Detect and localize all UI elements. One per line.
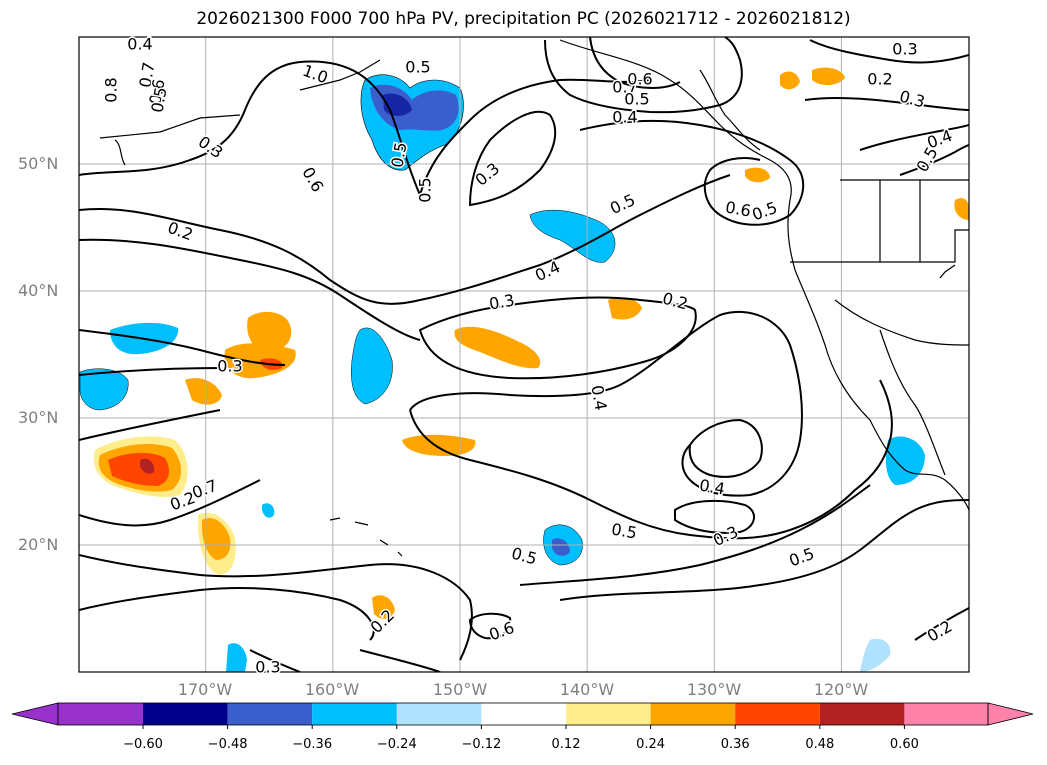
- colorbar-tick-label: 0.48: [805, 737, 835, 752]
- colorbar-tick-label: 0.36: [720, 737, 750, 752]
- colorbar-outline: [57, 702, 989, 726]
- pv-contour-label: 0.2: [867, 70, 892, 89]
- lon-label-120w: 120°W: [813, 680, 869, 699]
- colorbar-tick-label: 0.12: [551, 737, 581, 752]
- lon-label-140w: 140°W: [559, 680, 615, 699]
- colorbar-segment: [481, 703, 566, 725]
- pv-contour-label: 0.5: [387, 141, 410, 169]
- colorbar-segment: [312, 703, 397, 725]
- colorbar-tick-label: 0.24: [636, 737, 666, 752]
- pv-contour-label: 0.4: [612, 108, 637, 127]
- pv-contour-label: 0.3: [898, 87, 928, 112]
- pv-contour-label: 0.4: [587, 384, 610, 412]
- pv-contour-label: 0.7: [189, 476, 219, 503]
- pv-contour-label: 0.5: [147, 86, 170, 114]
- lat-label-30n: 30°N: [18, 408, 59, 427]
- map-frame: [78, 36, 970, 673]
- pv-contour-label: 0.4: [127, 35, 152, 54]
- colorbar-tick-label: −0.24: [376, 737, 417, 752]
- lon-label-150w: 150°W: [432, 680, 488, 699]
- pv-contour-label: 0.4: [532, 257, 563, 285]
- colorbar-segment: [819, 703, 905, 725]
- pv-contour-label: 0.6: [627, 70, 652, 89]
- pv-contour-label: 0.5: [624, 90, 649, 109]
- colorbar-segment: [143, 703, 228, 725]
- colorbar-tick-label: −0.36: [292, 737, 333, 752]
- pv-contour-label: 0.2: [661, 289, 691, 314]
- colorbar-segment: [227, 703, 313, 725]
- pv-contour-label: 0.4: [698, 475, 726, 498]
- gridlines: [79, 37, 969, 672]
- pv-contour-label: 0.6: [486, 618, 516, 645]
- pv-contour-label: 0.5: [610, 519, 638, 542]
- pv-contour-label: 0.5: [607, 190, 638, 218]
- pv-contour-label: 0.3: [255, 658, 280, 677]
- lon-label-170w: 170°W: [177, 680, 233, 699]
- colorbar-segment: [735, 703, 820, 725]
- pv-contour-label: 0.3: [892, 40, 917, 59]
- colorbar-segment: [650, 703, 736, 725]
- pv-contour-label: 0.3: [488, 290, 516, 313]
- pv-contour-label: 0.7: [612, 78, 637, 97]
- pv-contour-label: 0.2: [924, 617, 956, 646]
- colorbar-segment: [396, 703, 482, 725]
- lat-label-50n: 50°N: [18, 154, 59, 173]
- colorbar-tick-label: −0.12: [461, 737, 502, 752]
- colorbar-tick-label: −0.48: [207, 737, 248, 752]
- pv-contours: [79, 37, 969, 672]
- pv-contour-label: 0.3: [217, 357, 242, 376]
- colorbar-tick-label: −0.60: [123, 737, 163, 752]
- lat-label-40n: 40°N: [18, 281, 59, 300]
- map-title: 2026021300 F000 700 hPa PV, precipitatio…: [196, 9, 851, 29]
- colorbar: [11, 702, 1034, 729]
- lon-label-160w: 160°W: [304, 680, 360, 699]
- pv-contour-label: 0.8: [102, 77, 121, 102]
- pv-contour-label: 0.5: [786, 544, 816, 571]
- lon-label-130w: 130°W: [686, 680, 742, 699]
- lat-label-20n: 20°N: [18, 535, 59, 554]
- pv-contour-label: 0.5: [416, 177, 435, 202]
- pv-contour-label: 0.3: [195, 132, 227, 162]
- colorbar-segment: [566, 703, 651, 725]
- pv-contour-label: 0.5: [405, 58, 430, 77]
- colorbar-extend-high: [987, 702, 1034, 726]
- pv-contour-label: 0.6: [724, 197, 752, 220]
- colorbar-tick-label: 0.60: [889, 737, 919, 752]
- pv-contour-label: 0.6: [298, 164, 327, 196]
- colorbar-extend-low: [11, 702, 59, 726]
- pv-contour-label: 0.2: [165, 218, 195, 245]
- positive-precip-patches: [93, 67, 969, 619]
- pv-contour-label: 0.5: [510, 544, 540, 569]
- colorbar-segment: [904, 703, 988, 725]
- colorbar-segment: [58, 703, 143, 725]
- coastlines: [99, 39, 969, 557]
- pv-contour-label: 0.5: [749, 198, 779, 225]
